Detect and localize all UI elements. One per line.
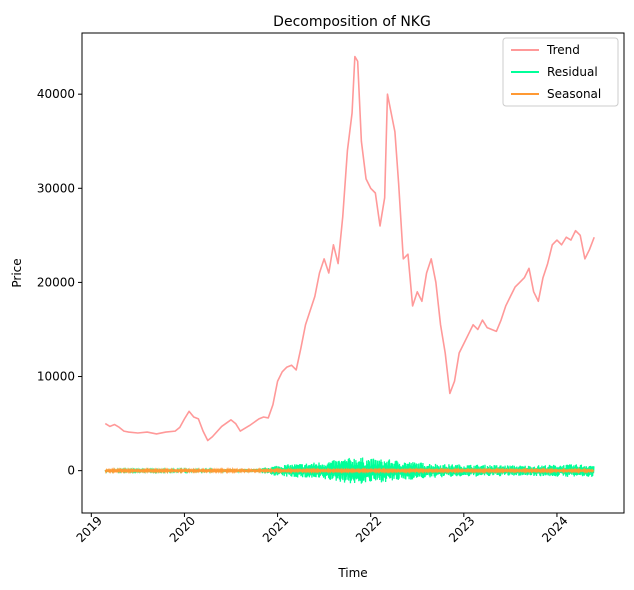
x-axis: 2019 2020 2021 2022 2023 2024	[74, 513, 571, 545]
x-tick-label-2021: 2021	[260, 514, 291, 545]
y-tick-label-20000: 20000	[37, 275, 75, 289]
plot-frame	[81, 32, 625, 514]
series-trend-line	[104, 55, 595, 442]
x-tick-label-2020: 2020	[167, 514, 198, 545]
chart-title: Decomposition of NKG	[273, 14, 431, 30]
y-tick-label-0: 0	[67, 464, 75, 478]
legend-box	[502, 37, 619, 107]
y-tick-label-10000: 10000	[37, 370, 75, 384]
plot-area	[104, 55, 595, 484]
legend-label-seasonal: Seasonal	[547, 87, 601, 101]
x-tick-label-2023: 2023	[446, 514, 477, 545]
legend-label-trend: Trend	[546, 43, 580, 57]
x-tick-label-2022: 2022	[353, 514, 384, 545]
y-axis: 0 10000 20000 30000 40000	[37, 87, 82, 478]
y-axis-title: Price	[10, 258, 24, 287]
y-tick-label-30000: 30000	[37, 181, 75, 195]
x-tick-label-2024: 2024	[539, 514, 570, 545]
y-tick-label-40000: 40000	[37, 87, 75, 101]
x-axis-title: Time	[337, 566, 367, 580]
series-seasonal-line	[104, 466, 595, 475]
legend-label-residual: Residual	[547, 65, 598, 79]
x-tick-label-2019: 2019	[74, 514, 105, 545]
legend: Trend Residual Seasonal	[502, 37, 619, 107]
